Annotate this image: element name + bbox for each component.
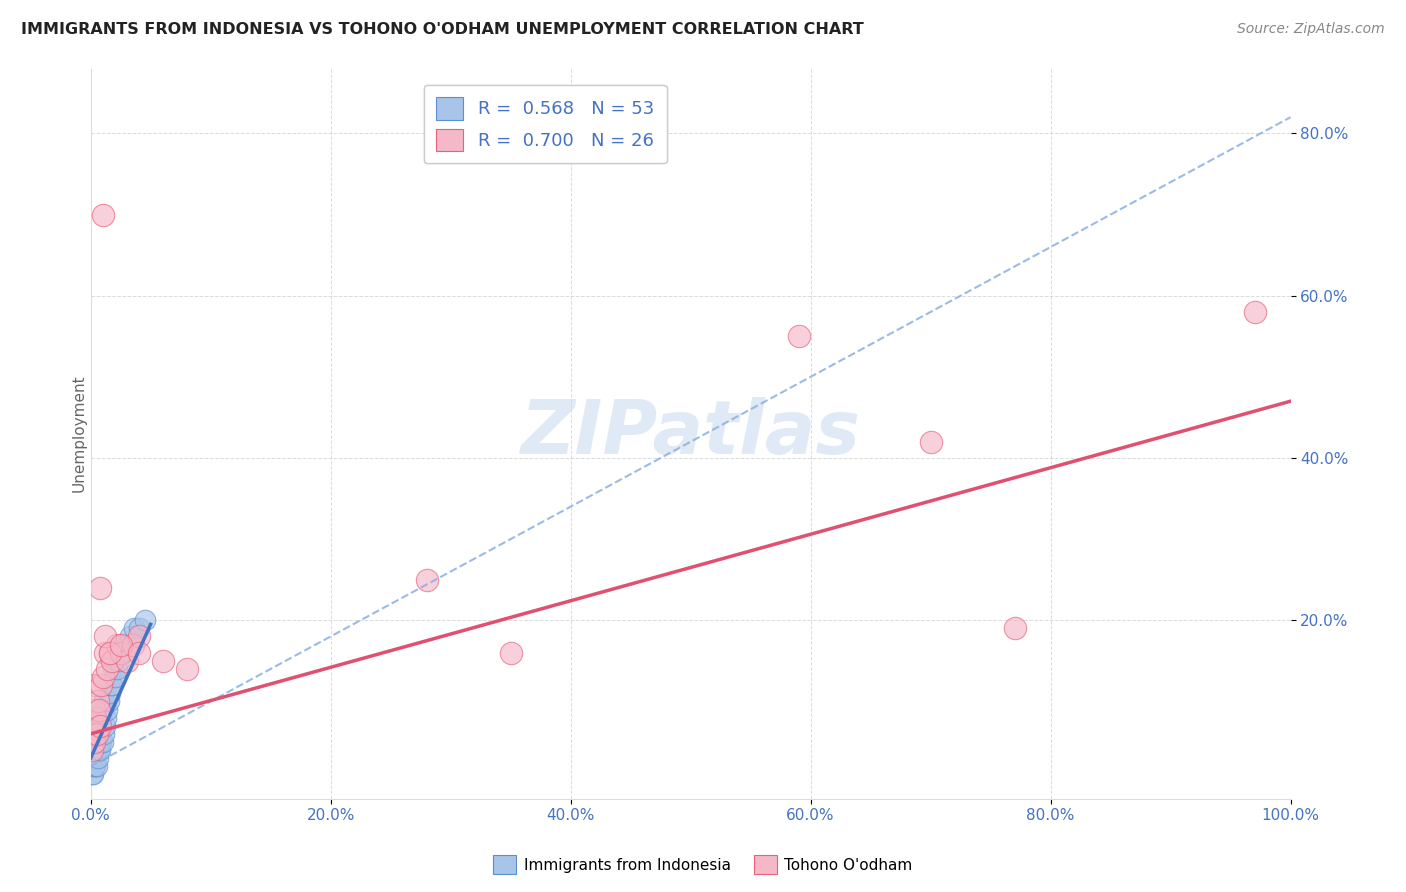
Point: [83, 711, 105, 725]
Point: [80, 759, 103, 773]
Point: [87, 735, 110, 749]
Point: [104, 670, 127, 684]
Point: [103, 662, 125, 676]
Point: [94, 719, 117, 733]
Point: [105, 662, 128, 676]
Point: [87, 694, 110, 708]
Point: [128, 630, 150, 644]
Point: [105, 638, 128, 652]
Point: [128, 646, 150, 660]
Point: [100, 678, 122, 692]
Point: [96, 711, 118, 725]
Point: [80, 743, 103, 757]
Point: [94, 630, 117, 644]
Point: [89, 719, 111, 733]
Point: [89, 581, 111, 595]
Point: [91, 735, 114, 749]
Point: [101, 678, 124, 692]
Point: [120, 630, 142, 644]
Point: [83, 735, 105, 749]
Point: [82, 751, 104, 765]
Legend: R =  0.568   N = 53, R =  0.700   N = 26: R = 0.568 N = 53, R = 0.700 N = 26: [423, 85, 666, 163]
Point: [80, 735, 103, 749]
Point: [98, 646, 121, 660]
Point: [84, 743, 107, 757]
Point: [787, 329, 810, 343]
Point: [89, 743, 111, 757]
Point: [1004, 621, 1026, 635]
Y-axis label: Unemployment: Unemployment: [72, 375, 87, 492]
Point: [86, 759, 108, 773]
Text: Source: ZipAtlas.com: Source: ZipAtlas.com: [1237, 22, 1385, 37]
Point: [83, 702, 105, 716]
Point: [176, 662, 198, 676]
Point: [97, 694, 120, 708]
Point: [83, 743, 105, 757]
Point: [152, 654, 174, 668]
Point: [80, 719, 103, 733]
Point: [98, 646, 121, 660]
Point: [90, 735, 112, 749]
Point: [134, 613, 156, 627]
Point: [86, 727, 108, 741]
Point: [115, 654, 138, 668]
Point: [1243, 305, 1265, 319]
Point: [93, 694, 115, 708]
Legend: Immigrants from Indonesia, Tohono O'odham: Immigrants from Indonesia, Tohono O'odha…: [488, 849, 918, 880]
Point: [83, 759, 105, 773]
Point: [98, 686, 121, 700]
Point: [499, 646, 522, 660]
Point: [89, 719, 111, 733]
Point: [84, 727, 107, 741]
Point: [920, 434, 942, 449]
Text: ZIPatlas: ZIPatlas: [520, 397, 860, 470]
Point: [84, 759, 107, 773]
Point: [90, 678, 112, 692]
Point: [110, 646, 132, 660]
Point: [128, 621, 150, 635]
Point: [96, 702, 118, 716]
Text: IMMIGRANTS FROM INDONESIA VS TOHONO O'ODHAM UNEMPLOYMENT CORRELATION CHART: IMMIGRANTS FROM INDONESIA VS TOHONO O'OD…: [21, 22, 863, 37]
Point: [86, 727, 108, 741]
Point: [82, 735, 104, 749]
Point: [115, 638, 138, 652]
Point: [93, 727, 115, 741]
Point: [80, 743, 103, 757]
Point: [84, 711, 107, 725]
Point: [122, 621, 145, 635]
Point: [91, 702, 114, 716]
Point: [96, 662, 118, 676]
Point: [82, 719, 104, 733]
Point: [87, 711, 110, 725]
Point: [110, 638, 132, 652]
Point: [82, 767, 104, 781]
Point: [87, 751, 110, 765]
Point: [82, 727, 104, 741]
Point: [91, 670, 114, 684]
Point: [80, 751, 103, 765]
Point: [86, 743, 108, 757]
Point: [111, 638, 134, 652]
Point: [101, 654, 124, 668]
Point: [110, 646, 132, 660]
Point: [415, 573, 437, 587]
Point: [84, 678, 107, 692]
Point: [90, 711, 112, 725]
Point: [121, 638, 143, 652]
Point: [80, 727, 103, 741]
Point: [91, 208, 114, 222]
Point: [83, 727, 105, 741]
Point: [87, 719, 110, 733]
Point: [84, 711, 107, 725]
Point: [94, 646, 117, 660]
Point: [87, 743, 110, 757]
Point: [108, 654, 131, 668]
Point: [80, 767, 103, 781]
Point: [86, 702, 108, 716]
Point: [87, 702, 110, 716]
